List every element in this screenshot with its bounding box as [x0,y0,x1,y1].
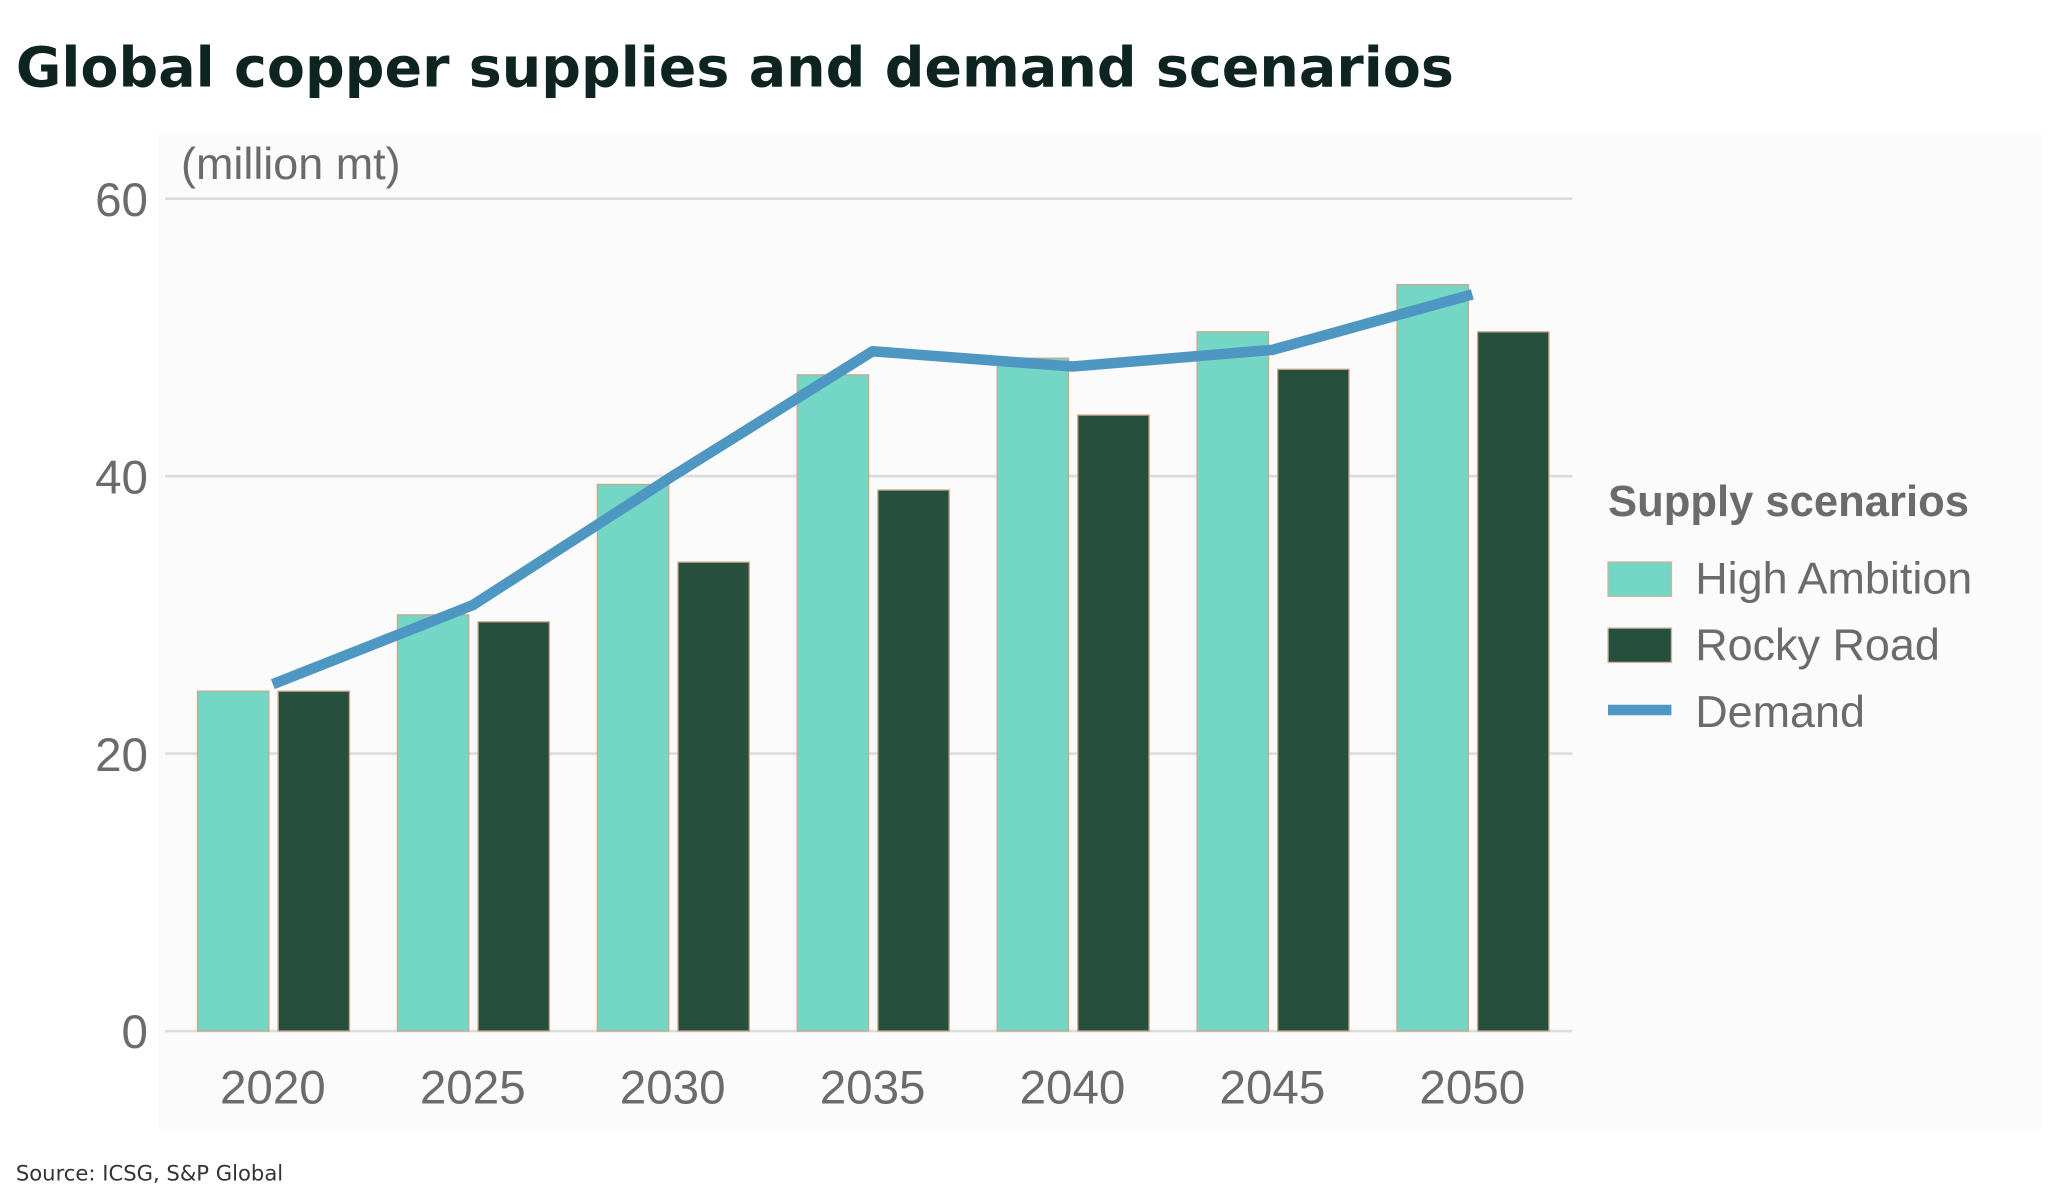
y-tick-label: 40 [95,451,148,504]
source-note: Source: ICSG, S&P Global [16,1160,283,1185]
bar-high-ambition-2035 [796,374,870,1032]
chart-title: Global copper supplies and demand scenar… [16,35,1454,100]
x-tick-label: 2050 [1419,1062,1525,1115]
bar-high-ambition-2020 [196,690,270,1032]
y-axis-label: (million mt) [181,138,401,189]
legend-label-high-ambition: High Ambition [1695,553,1972,604]
y-tick-labels: 0 20 40 60 [95,174,148,1059]
legend-swatch-high-ambition [1607,561,1673,598]
x-tick-label: 2020 [220,1062,326,1115]
legend-label-demand: Demand [1695,686,1865,737]
legend-title: Supply scenarios [1608,478,1969,526]
x-tick-label: 2030 [620,1062,726,1115]
bar-rocky-road-2050 [1476,331,1550,1032]
legend-label-rocky-road: Rocky Road [1695,619,1940,670]
y-tick-label: 0 [122,1006,148,1059]
bar-rocky-road-2030 [677,561,750,1032]
bar-rocky-road-2035 [877,489,950,1032]
bar-rocky-road-2025 [477,621,551,1032]
legend-swatch-rocky-road [1607,627,1673,664]
bar-high-ambition-2045 [1196,331,1270,1032]
bar-high-ambition-2040 [996,357,1070,1032]
bar-high-ambition-2050 [1396,284,1470,1032]
bar-rocky-road-2020 [277,690,351,1032]
bar-rocky-road-2040 [1077,414,1150,1032]
bars [196,284,1550,1032]
y-tick-label: 20 [95,729,148,782]
x-tick-label: 2045 [1220,1062,1326,1115]
bar-high-ambition-2030 [596,483,670,1032]
y-tick-label: 60 [95,174,148,227]
x-tick-label: 2025 [420,1062,526,1115]
bar-rocky-road-2045 [1277,368,1350,1032]
x-tick-label: 2035 [820,1062,926,1115]
legend: Supply scenarios High Ambition Rocky Roa… [1607,478,1972,737]
x-tick-labels: 2020 2025 2030 2035 2040 2045 2050 [220,1062,1525,1115]
demand-line-group [270,289,1474,690]
bar-high-ambition-2025 [396,614,470,1032]
x-tick-label: 2040 [1020,1062,1126,1115]
